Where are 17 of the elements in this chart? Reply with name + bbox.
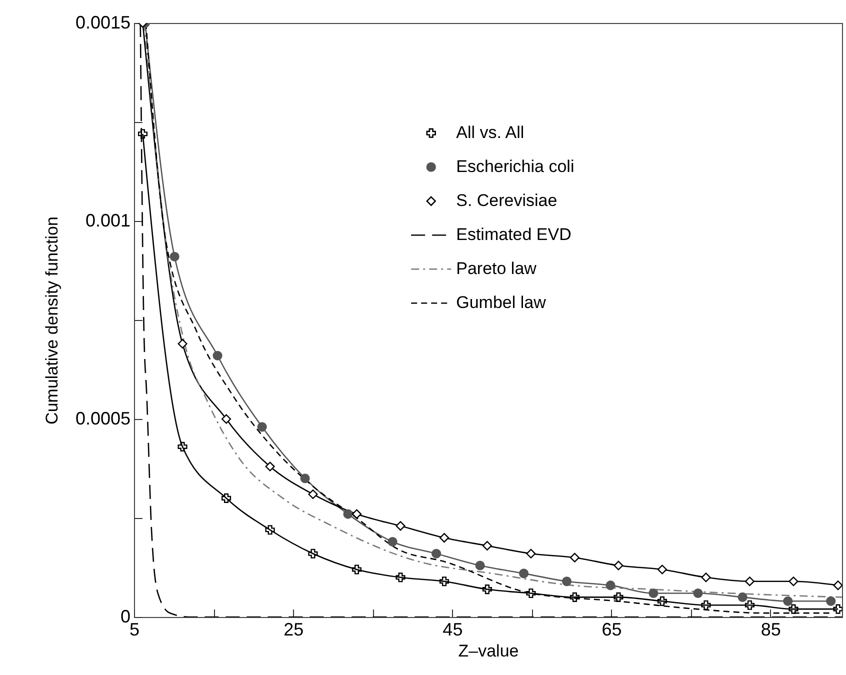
y-tick-label: 0: [120, 606, 130, 626]
y-tick-label: 0.0005: [75, 408, 130, 428]
y-tick-label: 0.001: [85, 210, 130, 230]
x-tick-label: 45: [442, 620, 463, 640]
legend-label: All vs. All: [456, 123, 524, 142]
legend-label: Estimated EVD: [456, 225, 572, 244]
legend-label: S. Cerevisiae: [456, 191, 558, 210]
y-axis-title: Cumulative density function: [42, 216, 62, 424]
x-tick-label: 65: [602, 620, 622, 640]
y-tick-label: 0.0015: [75, 12, 130, 32]
x-tick-label: 85: [760, 620, 781, 640]
x-tick-label: 5: [129, 620, 140, 640]
legend-label: Escherichia coli: [456, 157, 574, 176]
x-axis-title: Z–value: [458, 642, 519, 660]
legend-label: Pareto law: [456, 259, 538, 278]
legend-label: Gumbel law: [456, 293, 547, 312]
x-tick-label: 25: [284, 620, 304, 640]
